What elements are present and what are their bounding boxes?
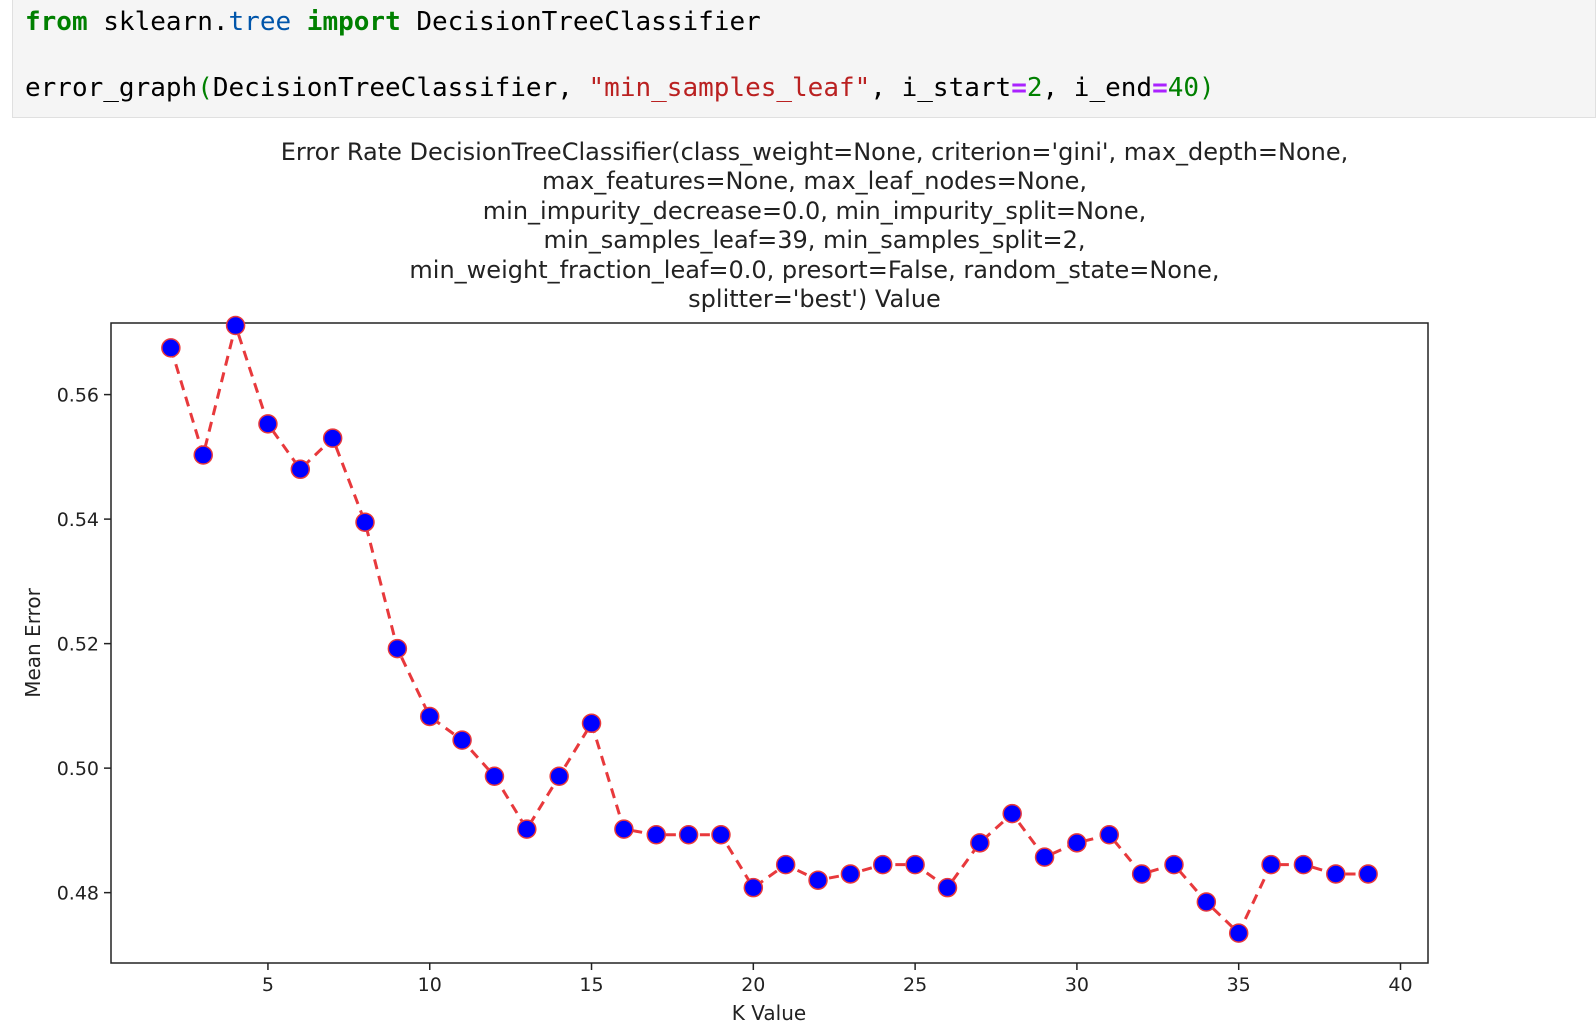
module-tree: tree bbox=[228, 7, 292, 37]
x-tick-label: 10 bbox=[418, 974, 442, 996]
data-point bbox=[905, 854, 925, 875]
data-point bbox=[193, 445, 213, 465]
chart-title-line: Error Rate DecisionTreeClassifier(class_… bbox=[280, 138, 1349, 166]
data-point bbox=[840, 864, 861, 884]
close-paren: ) bbox=[1199, 73, 1215, 103]
x-tick-label: 25 bbox=[903, 974, 927, 996]
y-tick-label: 0.52 bbox=[57, 634, 99, 656]
data-point bbox=[1099, 825, 1120, 845]
data-point bbox=[1293, 854, 1314, 875]
data-point bbox=[484, 766, 505, 786]
chart-title-line: min_impurity_decrease=0.0, min_impurity_… bbox=[482, 196, 1147, 225]
data-point bbox=[452, 730, 472, 750]
plot-frame bbox=[110, 322, 1429, 964]
data-point bbox=[1196, 892, 1217, 912]
i-end-value: 40 bbox=[1167, 73, 1200, 103]
data-point bbox=[808, 870, 828, 890]
data-point bbox=[387, 638, 408, 659]
series-line bbox=[169, 320, 1369, 936]
data-point bbox=[743, 877, 764, 898]
data-point bbox=[1228, 923, 1249, 943]
data-point bbox=[1164, 854, 1184, 875]
x-tick-label: 35 bbox=[1227, 974, 1251, 996]
data-point bbox=[1358, 864, 1378, 884]
data-point bbox=[775, 854, 796, 875]
data-point bbox=[937, 877, 958, 898]
data-point bbox=[1002, 803, 1022, 824]
x-tick-label: 15 bbox=[579, 974, 603, 996]
chart-title-line: min_weight_fraction_leaf=0.0, presort=Fa… bbox=[409, 255, 1220, 284]
axis-ticks: 5 10 15 20 25 30 35 40 0.48 0.50 0.52 0.54 0.56 bbox=[57, 385, 1413, 996]
i-start-value: 2 bbox=[1026, 73, 1043, 103]
code-cell[interactable]: from sklearn.tree import DecisionTreeCla… bbox=[12, 0, 1596, 118]
arg-i-end-name: , i_end bbox=[1042, 73, 1153, 103]
arg-classifier: DecisionTreeClassifier, bbox=[212, 73, 589, 103]
y-tick-label: 0.48 bbox=[57, 883, 99, 905]
chart-title-line: max_features=None, max_leaf_nodes=None, bbox=[541, 167, 1088, 196]
series-markers bbox=[161, 315, 1378, 943]
data-point bbox=[225, 315, 246, 336]
data-point bbox=[290, 459, 311, 480]
code-line-call: error_graph(DecisionTreeClassifier, "min… bbox=[25, 72, 1215, 104]
data-point bbox=[646, 825, 666, 845]
chart-title-line: min_samples_leaf=39, min_samples_split=2… bbox=[543, 226, 1086, 255]
x-tick-label: 30 bbox=[1065, 974, 1089, 996]
data-point bbox=[970, 833, 990, 853]
data-point bbox=[258, 414, 278, 434]
data-point bbox=[1131, 864, 1152, 884]
y-axis-label: Mean Error bbox=[21, 587, 45, 697]
equals-operator: = bbox=[1011, 73, 1027, 103]
data-point bbox=[1067, 833, 1087, 853]
x-tick-label: 20 bbox=[741, 974, 765, 996]
data-point bbox=[161, 338, 181, 358]
arg-i-start-name: , i_start bbox=[870, 73, 1012, 103]
y-tick-label: 0.54 bbox=[57, 509, 99, 531]
data-point bbox=[549, 766, 569, 786]
data-point bbox=[678, 825, 699, 845]
data-point bbox=[517, 819, 537, 839]
x-axis-label: K Value bbox=[732, 1001, 806, 1025]
chart-title: Error Rate DecisionTreeClassifier(class_… bbox=[110, 138, 1519, 314]
data-point bbox=[419, 706, 440, 727]
open-paren: ( bbox=[197, 73, 213, 103]
arg-param-string: "min_samples_leaf" bbox=[588, 73, 871, 103]
x-tick-label: 40 bbox=[1388, 974, 1412, 996]
data-point bbox=[1261, 854, 1281, 875]
keyword-from: from bbox=[25, 7, 88, 37]
x-tick-label: 5 bbox=[262, 974, 274, 996]
data-point bbox=[873, 854, 893, 875]
function-name: error_graph bbox=[25, 73, 198, 103]
data-point bbox=[711, 825, 731, 845]
y-tick-label: 0.50 bbox=[57, 758, 99, 780]
keyword-import: import bbox=[306, 7, 401, 37]
data-point bbox=[1326, 864, 1346, 884]
y-tick-label: 0.56 bbox=[57, 385, 99, 407]
chart-title-line: splitter='best') Value bbox=[688, 285, 941, 314]
module-name: sklearn. bbox=[87, 7, 229, 37]
data-point bbox=[1034, 847, 1055, 867]
equals-operator: = bbox=[1152, 73, 1168, 103]
code-line-import: from sklearn.tree import DecisionTreeCla… bbox=[25, 6, 761, 38]
data-point bbox=[581, 713, 602, 734]
imported-class: DecisionTreeClassifier bbox=[400, 7, 761, 37]
data-point bbox=[322, 428, 343, 448]
data-point bbox=[355, 512, 375, 532]
data-point bbox=[614, 819, 634, 839]
